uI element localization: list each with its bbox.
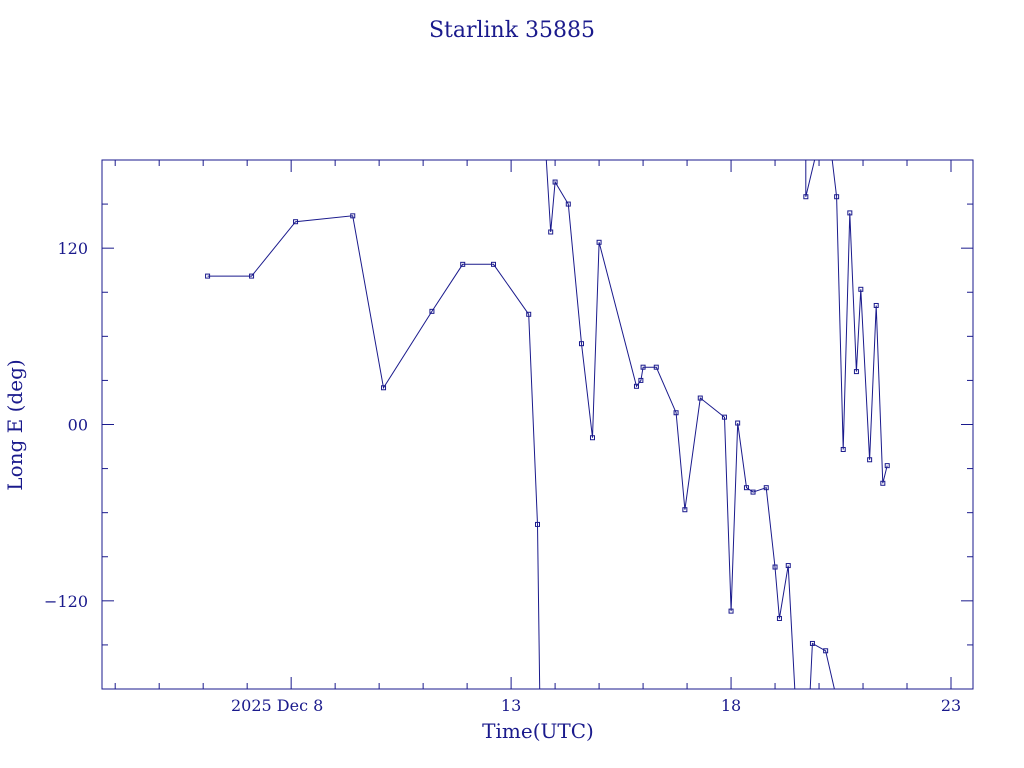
data-point (640, 364, 646, 370)
y-tick-label: 00 (68, 416, 88, 435)
data-point (728, 608, 734, 614)
data-point (880, 480, 886, 486)
data-point (460, 261, 466, 267)
data-point (858, 286, 864, 292)
series-line-segment (805, 160, 816, 197)
data-point (633, 383, 639, 389)
data-point (596, 239, 602, 245)
x-axis-label: Time(UTC) (482, 719, 594, 743)
data-point (638, 377, 644, 383)
series-line-segment (809, 642, 835, 689)
x-tick-label: 18 (721, 696, 741, 715)
data-point (867, 457, 873, 463)
y-tick-label: −120 (44, 592, 88, 611)
data-point (565, 201, 571, 207)
data-point (873, 302, 879, 308)
data-point (763, 485, 769, 491)
data-point (853, 369, 859, 375)
x-tick-label: 23 (941, 696, 961, 715)
data-point (548, 229, 554, 235)
data-point (491, 261, 497, 267)
data-point (721, 414, 727, 420)
data-point (381, 385, 387, 391)
data-point (803, 194, 809, 200)
data-point (673, 410, 679, 416)
data-point (776, 615, 782, 621)
x-tick-label: 2025 Dec 8 (231, 696, 323, 715)
series-line-segment (831, 160, 888, 484)
data-point (834, 194, 840, 200)
data-point (249, 273, 255, 279)
data-point (293, 219, 299, 225)
y-tick-labels: 120 00 −120 (44, 239, 88, 611)
data-point (205, 273, 211, 279)
data-point (840, 446, 846, 452)
y-axis-label: Long E (deg) (3, 359, 27, 490)
data-point (809, 640, 815, 646)
chart-title: Starlink 35885 (429, 18, 595, 43)
data-point (750, 489, 756, 495)
data-point (884, 463, 890, 469)
data-point (823, 648, 829, 654)
x-tick-labels: 2025 Dec 8 13 18 23 (231, 696, 961, 715)
data-point (785, 563, 791, 569)
x-tick-label: 13 (501, 696, 521, 715)
series-lines (207, 160, 888, 689)
data-point (682, 507, 688, 513)
data-point (653, 364, 659, 370)
data-point (735, 420, 741, 426)
data-point (847, 210, 853, 216)
data-point (350, 213, 356, 219)
series-points (205, 179, 890, 654)
data-point (535, 521, 540, 527)
data-point (429, 308, 435, 314)
series-line-segment (207, 215, 541, 689)
series-line-segment (545, 160, 796, 689)
data-point (697, 395, 703, 401)
data-point (552, 179, 558, 185)
y-tick-label: 120 (57, 239, 88, 258)
data-point (772, 564, 778, 570)
data-point (578, 341, 584, 347)
data-point (743, 485, 749, 491)
data-point (526, 311, 532, 317)
data-point (589, 435, 595, 441)
minor-ticks (102, 160, 973, 689)
